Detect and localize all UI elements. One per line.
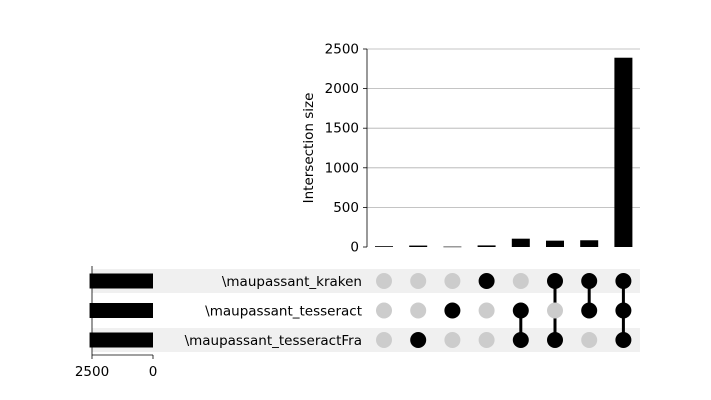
- intersection-bars: [375, 57, 633, 248]
- matrix-dot-active: [547, 273, 563, 289]
- matrix-dot-active: [615, 302, 632, 319]
- y-tick-label: 2000: [325, 81, 359, 97]
- matrix-dot-inactive: [410, 273, 427, 289]
- matrix-dot-inactive: [444, 332, 461, 348]
- y-tick-label: 2500: [325, 42, 359, 58]
- matrix-dot-active: [547, 332, 563, 348]
- y-tick-label: 1500: [325, 121, 359, 137]
- matrix-dot-inactive: [478, 332, 495, 348]
- matrix-dot-inactive: [444, 273, 461, 289]
- matrix-dot-inactive: [512, 273, 529, 289]
- intersection-y-axis-label: Intersection size: [301, 93, 317, 204]
- y-tick-label: 1000: [325, 160, 359, 176]
- intersection-bar: [614, 57, 633, 247]
- matrix-dot-active: [581, 302, 598, 319]
- matrix-dot-active: [410, 332, 427, 348]
- intersection-bar: [546, 240, 564, 247]
- matrix-dot-active: [478, 273, 495, 289]
- set-size-bar: [89, 303, 153, 318]
- matrix-dot-inactive: [547, 302, 563, 319]
- matrix-dot-inactive: [376, 302, 392, 319]
- intersection-gridlines: [367, 48, 640, 208]
- intersection-matrix: [376, 273, 632, 348]
- intersection-bar: [375, 246, 393, 247]
- matrix-dot-inactive: [478, 302, 495, 319]
- intersection-bar: [443, 246, 462, 248]
- matrix-dot-active: [615, 332, 632, 348]
- set-size-tick-label: 2500: [75, 364, 109, 380]
- matrix-dot-active: [512, 332, 529, 348]
- matrix-dot-active: [512, 302, 529, 319]
- y-tick-label: 500: [333, 200, 359, 216]
- set-size-tick-label: 0: [149, 364, 158, 380]
- matrix-dot-inactive: [410, 302, 427, 319]
- y-tick-label: 0: [350, 240, 359, 256]
- matrix-dot-inactive: [376, 273, 392, 289]
- matrix-dot-inactive: [376, 332, 392, 348]
- matrix-dot-active: [615, 273, 632, 289]
- set-size-bar: [89, 332, 153, 348]
- set-labels: \maupassant_kraken \maupassant_tesseract \…: [185, 274, 362, 349]
- intersection-bar: [477, 245, 496, 247]
- set-size-axis: 2500 0: [75, 266, 157, 380]
- intersection-bar: [580, 240, 599, 247]
- set-label: \maupassant_tesseractFra: [185, 333, 362, 349]
- set-size-bars: [89, 273, 153, 348]
- set-size-bar: [89, 273, 153, 289]
- intersection-bar: [511, 238, 530, 247]
- intersection-y-axis: 0 500 1000 1500 2000 2500: [325, 42, 368, 256]
- set-label: \maupassant_kraken: [222, 274, 362, 290]
- set-label: \maupassant_tesseract: [205, 304, 362, 320]
- matrix-dot-active: [581, 273, 598, 289]
- matrix-dot-inactive: [581, 332, 598, 348]
- intersection-bar: [409, 245, 428, 247]
- matrix-dot-active: [444, 302, 461, 319]
